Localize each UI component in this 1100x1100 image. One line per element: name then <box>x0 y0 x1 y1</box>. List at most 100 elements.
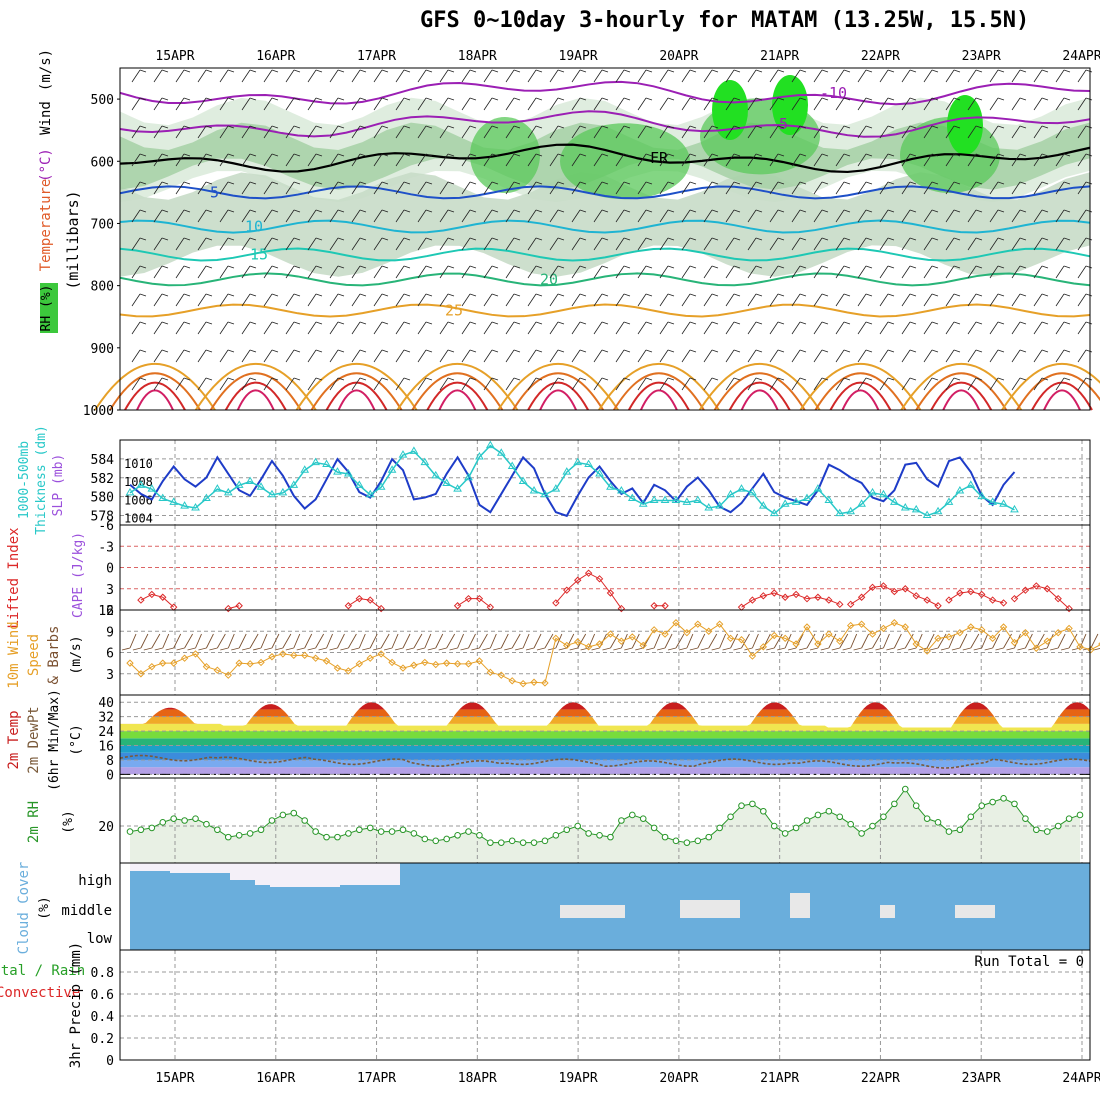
wind-barb <box>813 377 829 391</box>
wind-barb <box>241 209 257 223</box>
wind-barb <box>945 349 961 363</box>
pressure-tick-label: 1000 <box>83 404 114 419</box>
wind-barb <box>835 349 851 363</box>
wind10-marker <box>224 671 232 679</box>
wind-barb <box>483 69 499 83</box>
wind-barb <box>923 237 939 251</box>
precip-total-label: Total / Rain <box>0 963 85 979</box>
lifted-index-marker <box>377 604 385 613</box>
wind-barb <box>549 181 565 195</box>
rh2m-marker <box>1033 826 1040 834</box>
wind10-marker <box>453 660 462 668</box>
wind-barb <box>813 209 829 223</box>
wind10-marker <box>617 637 626 645</box>
wind-barb <box>285 69 301 83</box>
wind-barb <box>703 377 719 391</box>
lifted-index-marker <box>999 599 1008 607</box>
wind-barb <box>857 265 873 279</box>
wind-barb <box>615 321 631 335</box>
wind-barb-10m <box>176 633 193 651</box>
wind-barb <box>725 321 741 335</box>
wind-barb <box>989 153 1005 167</box>
warm-isotherm-arc <box>942 389 981 411</box>
wind-barb <box>131 209 147 223</box>
lifted-index-marker <box>912 592 920 600</box>
wind-barb <box>725 181 741 195</box>
wind-barb <box>351 125 367 139</box>
rh2m-marker <box>967 813 975 821</box>
temp-axis-label-1: 2m Temp <box>6 710 22 769</box>
temp-color-band <box>120 759 1090 768</box>
wind10-marker <box>541 679 549 687</box>
wind-barb <box>417 125 433 139</box>
wind-barb <box>175 265 191 279</box>
wind-barb-10m <box>1006 633 1021 651</box>
isotherm-line <box>119 110 1091 138</box>
wind-barb <box>593 209 609 223</box>
wind10-axis-label-2: Speed <box>26 634 42 676</box>
thickness-marker <box>212 484 222 492</box>
wind-barb <box>967 293 983 307</box>
wind-barb-10m <box>132 633 149 651</box>
wind-barb <box>1077 293 1093 307</box>
wind-barb <box>153 209 169 223</box>
rh2m-marker <box>497 839 505 846</box>
wind-barb <box>659 349 675 363</box>
rh2m-area <box>130 789 1080 863</box>
lifted-index-marker <box>1043 585 1051 593</box>
cloud-middle-gap <box>880 905 895 918</box>
wind-barb-10m <box>984 633 1001 651</box>
wind10-marker <box>1054 628 1062 637</box>
warm-isotherm-arc <box>598 362 720 411</box>
thickness-marker <box>573 457 583 466</box>
isotherm-label: 15 <box>250 246 268 264</box>
thickness-marker <box>136 480 146 488</box>
wind-barb <box>439 69 455 83</box>
warm-isotherm-arc <box>1031 381 1093 411</box>
wind-tick-label: 9 <box>106 625 114 640</box>
wind-barb <box>901 349 917 363</box>
isotherm-label: 20 <box>540 270 558 288</box>
wind-barb-10m <box>220 633 235 651</box>
rh2m-marker <box>912 802 920 810</box>
wind-barb-10m <box>263 633 280 651</box>
wind10-marker <box>366 654 374 662</box>
wind-barb <box>615 237 631 251</box>
wind10-marker <box>355 660 364 668</box>
wind-barb <box>351 349 367 363</box>
wind-barb <box>241 321 257 335</box>
wind-barb <box>197 265 213 279</box>
wind-barb <box>395 321 411 335</box>
wind-barb <box>769 153 785 167</box>
slp-tick-label: 1004 <box>124 512 153 526</box>
wind-barb <box>791 125 807 139</box>
wind-barb <box>527 265 543 279</box>
rh2m-marker <box>705 833 713 841</box>
wind-barb <box>593 321 609 335</box>
wind-barb <box>505 209 521 223</box>
wind-barb-10m <box>547 633 563 651</box>
wind-barb <box>791 153 807 167</box>
wind-barb <box>483 125 499 139</box>
thickness-marker <box>868 487 877 496</box>
wind-barb <box>417 265 433 279</box>
thickness-marker <box>398 450 408 458</box>
thickness-marker <box>955 486 965 494</box>
rh2m-marker <box>694 837 702 845</box>
thickness-marker <box>879 489 888 498</box>
lifted-index-marker <box>781 593 789 601</box>
wind-barb <box>285 265 301 279</box>
wind10-marker <box>1021 628 1030 637</box>
wind-barb <box>417 321 433 335</box>
wind10-axis-label-3: & Barbs <box>46 625 62 684</box>
wind-barb <box>483 97 499 111</box>
wind-barb-10m <box>307 633 325 651</box>
wind-barb <box>681 265 697 279</box>
wind-barb <box>835 321 851 335</box>
wind-barb-10m <box>700 633 718 651</box>
isotherm-label: 5 <box>210 183 219 201</box>
wind-barb <box>241 153 257 167</box>
wind-barb <box>329 153 345 167</box>
wind10-marker <box>126 659 134 667</box>
wind-barb <box>615 293 631 307</box>
